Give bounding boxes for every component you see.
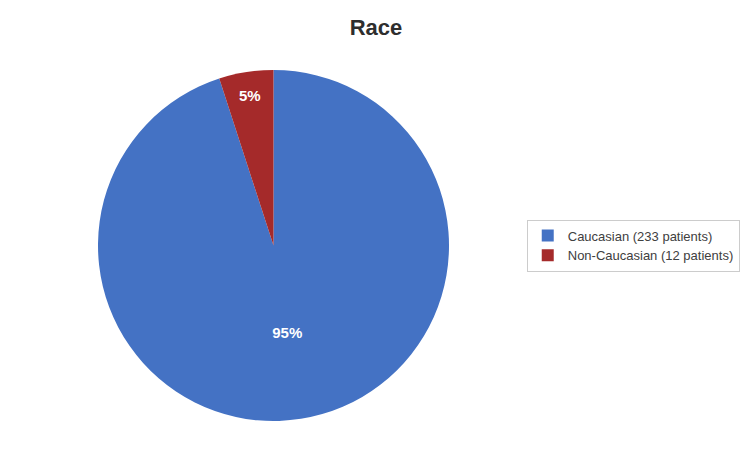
svg-text:Race: Race (350, 15, 403, 40)
svg-text:Non-Caucasian (12 patients): Non-Caucasian (12 patients) (568, 248, 733, 263)
svg-text:Caucasian (233 patients): Caucasian (233 patients) (568, 229, 713, 244)
svg-text:95%: 95% (272, 324, 302, 341)
svg-text:5%: 5% (239, 87, 261, 104)
